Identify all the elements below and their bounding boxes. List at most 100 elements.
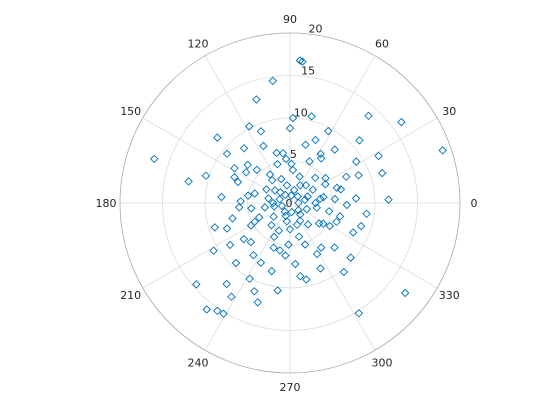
data-point (292, 220, 302, 230)
data-point (303, 220, 313, 229)
data-point (281, 154, 291, 164)
data-point (293, 192, 303, 201)
r-gridline-15 (162, 75, 418, 331)
data-point (321, 179, 330, 189)
data-point (265, 170, 275, 179)
data-point (384, 195, 393, 204)
data-point (239, 234, 249, 244)
data-point (298, 57, 307, 66)
data-point (284, 240, 293, 249)
data-point (281, 211, 291, 221)
data-point (312, 249, 322, 259)
theta-tick-label: 0 (471, 197, 478, 210)
data-point (209, 246, 218, 255)
data-point (273, 159, 282, 169)
data-point (192, 280, 201, 289)
data-point (325, 221, 335, 231)
data-point (202, 305, 212, 314)
data-point (330, 194, 340, 204)
data-point (213, 306, 222, 316)
data-point (312, 203, 322, 212)
data-point (362, 209, 371, 219)
data-point (287, 159, 296, 169)
data-point (234, 203, 244, 212)
data-point (273, 286, 282, 295)
data-point (341, 172, 351, 182)
data-point (321, 173, 330, 183)
theta-tick-label: 90 (283, 13, 297, 26)
data-point (316, 154, 326, 163)
data-point (267, 266, 276, 276)
data-point (219, 309, 228, 318)
data-point (288, 165, 298, 175)
data-point (250, 189, 259, 198)
theta-tick-label: 120 (188, 38, 209, 51)
data-point (230, 172, 239, 182)
data-point (259, 141, 268, 151)
data-point (243, 160, 252, 170)
data-point (302, 275, 311, 284)
data-point (374, 151, 383, 161)
data-point (302, 204, 312, 214)
data-point (213, 133, 222, 142)
data-point (269, 243, 278, 252)
data-point (241, 168, 251, 177)
data-point (277, 201, 287, 211)
data-point (149, 154, 159, 164)
data-point (246, 237, 256, 247)
data-point (250, 217, 259, 227)
data-point (316, 149, 325, 159)
data-point (352, 157, 361, 166)
r-tick-label: 10 (294, 106, 308, 119)
data-point (339, 267, 349, 277)
data-point (267, 220, 276, 230)
theta-tick-label: 30 (442, 105, 456, 118)
data-point (243, 191, 253, 200)
scatter-markers (149, 56, 447, 318)
data-point (217, 192, 226, 202)
data-point (295, 210, 305, 219)
data-point (272, 148, 281, 158)
data-point (301, 181, 311, 190)
data-point (269, 212, 278, 221)
data-point (201, 171, 211, 180)
data-point (256, 258, 266, 267)
data-point (301, 140, 310, 149)
data-point (254, 213, 264, 222)
data-point (348, 228, 358, 237)
data-point (316, 194, 325, 203)
data-point (438, 146, 447, 155)
data-point (276, 188, 285, 197)
data-point (275, 194, 284, 204)
theta-tick-label: 270 (280, 381, 301, 394)
data-point (295, 172, 304, 181)
data-point (364, 111, 373, 121)
data-point (233, 177, 243, 187)
data-point (335, 212, 345, 221)
theta-tick-label: 210 (120, 289, 141, 302)
r-tick-label: 15 (301, 64, 315, 77)
data-point (311, 198, 320, 208)
data-point (346, 253, 355, 262)
data-point (236, 197, 245, 206)
data-point (397, 117, 406, 127)
data-point (354, 171, 363, 180)
data-point (227, 292, 236, 301)
data-point (267, 175, 277, 185)
data-point (231, 258, 241, 268)
data-point (294, 205, 303, 215)
data-point (282, 217, 292, 226)
data-point (222, 224, 232, 233)
data-point (285, 123, 295, 133)
data-point (247, 204, 256, 213)
data-point (287, 207, 296, 217)
data-point (184, 177, 193, 186)
data-point (316, 264, 325, 273)
theta-tick-label: 150 (120, 105, 141, 118)
data-point (295, 56, 305, 65)
data-point (250, 287, 259, 296)
theta-tick-label: 180 (96, 197, 117, 210)
data-point (305, 157, 314, 166)
data-point (245, 122, 254, 131)
